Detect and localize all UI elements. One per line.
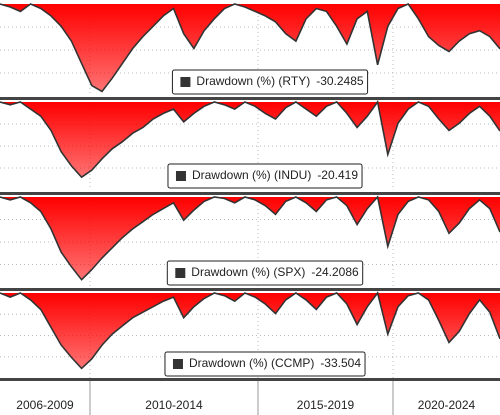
legend-value: -30.2485 (316, 74, 364, 88)
legend-text: Drawdown (%) (RTY) -30.2485 (196, 74, 363, 88)
x-tick-label: 2015-2019 (297, 398, 355, 412)
legend-value: -24.2086 (311, 265, 359, 279)
legend-box (167, 163, 363, 189)
x-tick-label: 2020-2024 (418, 398, 476, 412)
legend-swatch (175, 171, 186, 181)
drawdown-line (0, 100, 500, 179)
legend-name: Drawdown (%) (CCMP) (189, 356, 314, 370)
legend-value: -20.419 (317, 168, 358, 182)
x-tick-label: 2010-2014 (145, 398, 203, 412)
legend: Drawdown (%) (CCMP) -33.504 (164, 351, 366, 377)
legend-name: Drawdown (%) (SPX) (191, 265, 305, 279)
legend-box (166, 260, 364, 286)
legend-swatch (172, 359, 183, 369)
legend-text: Drawdown (%) (SPX) -24.2086 (191, 265, 359, 279)
legend-name: Drawdown (%) (INDU) (192, 168, 311, 182)
legend-text: Drawdown (%) (CCMP) -33.504 (189, 356, 361, 370)
drawdown-area (0, 102, 500, 178)
drawdown-line (0, 195, 500, 281)
legend-text: Drawdown (%) (INDU) -20.419 (192, 168, 358, 182)
legend-name: Drawdown (%) (RTY) (196, 74, 310, 88)
legend: Drawdown (%) (INDU) -20.419 (167, 163, 363, 189)
legend-box (164, 351, 366, 377)
legend-swatch (175, 268, 186, 278)
legend-swatch (180, 77, 191, 87)
legend-box (171, 69, 369, 95)
drawdown-area (0, 4, 500, 92)
drawdown-area (0, 197, 500, 280)
drawdown-line (0, 3, 500, 93)
legend-value: -33.504 (320, 356, 361, 370)
x-tick-label: 2006-2009 (16, 398, 74, 412)
drawdown-line (0, 291, 500, 370)
legend: Drawdown (%) (SPX) -24.2086 (166, 260, 364, 286)
drawdown-area (0, 293, 500, 369)
legend: Drawdown (%) (RTY) -30.2485 (171, 69, 369, 95)
